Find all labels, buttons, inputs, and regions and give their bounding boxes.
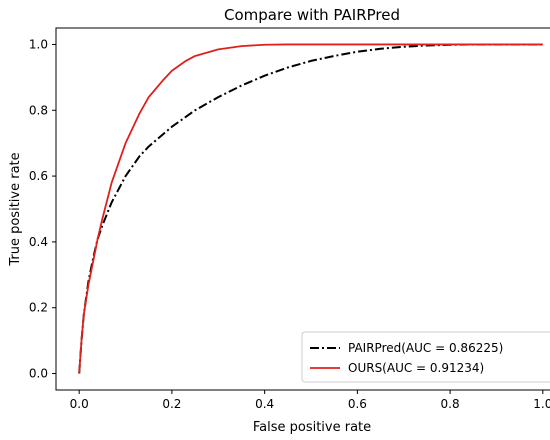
x-tick-label: 0.6 bbox=[348, 397, 367, 411]
y-tick-label: 0.0 bbox=[29, 367, 48, 381]
x-tick-label: 1.0 bbox=[533, 397, 550, 411]
chart-title: Compare with PAIRPred bbox=[224, 6, 400, 24]
x-tick-label: 0.0 bbox=[70, 397, 89, 411]
y-tick-label: 0.2 bbox=[29, 301, 48, 315]
plot-frame bbox=[55, 27, 550, 391]
axis-ticks: 0.0 0.2 0.4 0.6 0.8 1.0 0.0 0.2 0.4 0.6 0.8 1.0 bbox=[29, 37, 550, 411]
y-axis-label: True positive rate bbox=[8, 152, 23, 266]
y-tick-label: 1.0 bbox=[29, 37, 48, 51]
series-line-2 bbox=[78, 43, 543, 374]
legend-label-1: PAIRPred(AUC = 0.86225) bbox=[348, 341, 503, 355]
plot-area bbox=[55, 27, 550, 391]
series-line-1 bbox=[78, 43, 543, 374]
y-tick-label: 0.6 bbox=[29, 169, 48, 183]
x-tick-label: 0.4 bbox=[255, 397, 274, 411]
y-tick-label: 0.8 bbox=[29, 103, 48, 117]
legend: PAIRPred(AUC = 0.86225) OURS(AUC = 0.9123… bbox=[301, 331, 550, 383]
x-tick-label: 0.8 bbox=[441, 397, 460, 411]
x-tick-label: 0.2 bbox=[162, 397, 181, 411]
y-tick-label: 0.4 bbox=[29, 235, 48, 249]
x-axis-label: False positive rate bbox=[253, 420, 371, 435]
legend-box bbox=[301, 331, 550, 383]
legend-label-2: OURS(AUC = 0.91234) bbox=[348, 361, 484, 375]
